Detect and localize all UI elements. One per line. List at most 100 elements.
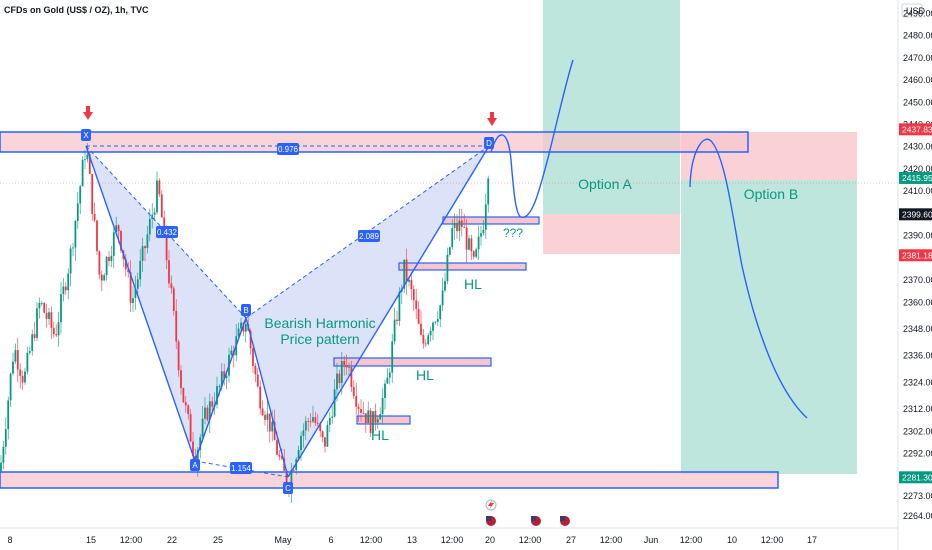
candle-body [141,246,144,261]
price-tick-label: 2410.00 [903,186,932,196]
candle-body [451,228,454,248]
candle-body [16,350,19,370]
candle-body [381,397,384,415]
candle-body [249,330,252,349]
candle-body [362,412,365,414]
price-tick-label: 2490.00 [903,8,932,18]
time-tick-label: 25 [213,535,223,545]
candle-body [271,421,274,432]
candle-body [465,227,468,250]
candle-body [170,283,173,289]
hl-box-1[interactable] [356,415,411,425]
candle-body [324,437,326,447]
arrow-down-icon-d [487,112,497,126]
candle-body [2,446,5,463]
candle-body [244,323,247,332]
time-tick-label: 10 [727,535,737,545]
point-a-label[interactable]: A [192,461,198,470]
candle-body [408,279,410,282]
price-axis[interactable] [898,0,932,550]
pattern-title-line2: Price pattern [280,331,359,347]
candle-body [117,225,120,231]
candle-body [432,322,434,331]
candle-body [393,319,396,342]
point-c-label[interactable]: C [285,484,291,493]
hl-box-2[interactable] [333,357,492,367]
candle-body [355,395,358,407]
candle-body [477,236,480,250]
time-tick-label: 12:00 [600,535,623,545]
candle-body [456,223,458,232]
point-b-label[interactable]: B [243,306,248,315]
candle-body [314,417,317,424]
candle-body [266,413,269,420]
us-flag-icon [531,516,541,526]
candle-body [88,154,91,174]
candle-body [487,178,490,205]
candle-body [439,305,442,320]
resistance-zone[interactable] [0,131,749,153]
xa-leg [85,145,196,462]
candle-body [300,435,302,451]
candle-body [352,387,355,396]
candle-body [172,288,175,312]
candle-body [297,450,300,460]
candle-body [230,350,233,355]
ac-line [194,460,289,478]
pullback-box[interactable] [442,216,540,225]
time-tick-label: 20 [485,535,495,545]
candle-body [43,302,46,313]
candle-body [391,341,394,373]
option-a-projection-curve[interactable] [490,59,574,218]
candle-body [21,375,24,383]
candle-body [436,319,439,322]
candle-body [441,290,444,306]
candle-body [36,308,38,338]
time-tick-label: 12:00 [360,535,383,545]
candle-body [420,323,422,335]
candle-body [259,386,262,409]
candle-body [350,367,353,388]
option-b-projection-curve[interactable] [689,138,808,419]
price-tick-label: 2450.00 [903,97,932,107]
candle-body [398,291,401,321]
ratio-xd: 0.976 [278,145,299,154]
point-d-label[interactable]: D [486,139,492,148]
candle-body [84,159,86,161]
time-tick-label: 12:00 [761,535,784,545]
candle-body [40,302,43,304]
point-x-label[interactable]: X [83,131,89,140]
candle-body [24,371,26,383]
support-zone[interactable] [0,471,779,489]
ratio-xb: 0.432 [157,228,178,237]
candle-body [326,424,329,447]
price-tags: 2437.83 2415.95 2399.60 2381.18 2281.30 [899,123,932,484]
candle-body [211,401,214,407]
candle-body [86,154,89,160]
candle-body [175,311,178,342]
time-tick-label: 12:00 [441,535,464,545]
candle-body [364,413,367,423]
candle-body [264,415,266,420]
candle-body [379,414,382,420]
question-label: ??? [503,226,523,240]
candle-body [158,180,161,195]
price-tag-label: 2399.60 [902,209,932,219]
candle-body [196,450,199,467]
candle-body [285,470,288,487]
us-flag-icon [486,516,496,526]
candle-body [216,386,218,405]
candle-body [468,238,470,250]
candle-body [338,373,341,384]
event-icons [485,499,570,526]
candle-body [388,372,391,378]
time-tick-label: 12:00 [680,535,703,545]
currency-label[interactable]: USD [906,6,926,16]
time-axis-ticks[interactable]: 8 15 12:00 22 25 May 6 12:00 13 12:00 20 12:00 27 12:… [7,535,817,545]
price-tick-label: 2460.00 [903,75,932,85]
hl-box-3[interactable] [398,262,527,271]
candle-body [278,454,281,457]
candle-body [470,238,473,252]
candle-body [151,214,154,220]
